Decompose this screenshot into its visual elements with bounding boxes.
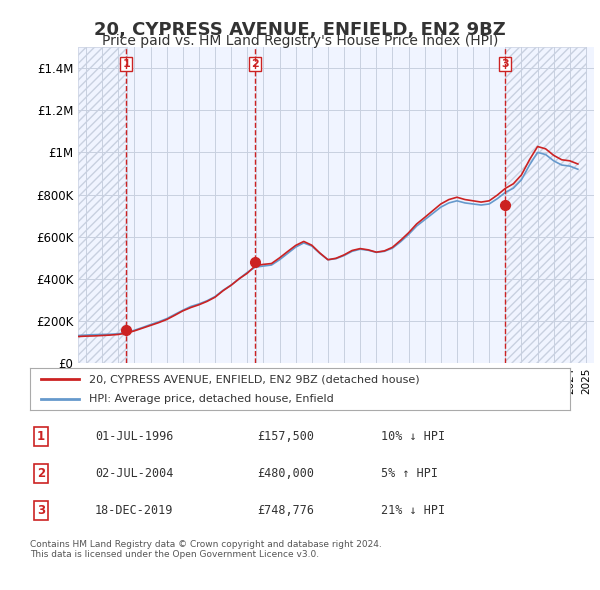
Text: Contains HM Land Registry data © Crown copyright and database right 2024.
This d: Contains HM Land Registry data © Crown c… <box>30 540 382 559</box>
Text: 02-JUL-2004: 02-JUL-2004 <box>95 467 173 480</box>
Text: £480,000: £480,000 <box>257 467 314 480</box>
Text: 20, CYPRESS AVENUE, ENFIELD, EN2 9BZ (detached house): 20, CYPRESS AVENUE, ENFIELD, EN2 9BZ (de… <box>89 375 420 385</box>
Text: Price paid vs. HM Land Registry's House Price Index (HPI): Price paid vs. HM Land Registry's House … <box>102 34 498 48</box>
Bar <box>78 47 127 363</box>
Text: 1: 1 <box>37 430 45 443</box>
Text: 2: 2 <box>37 467 45 480</box>
Text: 01-JUL-1996: 01-JUL-1996 <box>95 430 173 443</box>
Text: 18-DEC-2019: 18-DEC-2019 <box>95 504 173 517</box>
Text: 5% ↑ HPI: 5% ↑ HPI <box>381 467 438 480</box>
Text: 2: 2 <box>251 59 259 69</box>
Text: 10% ↓ HPI: 10% ↓ HPI <box>381 430 445 443</box>
Text: 20, CYPRESS AVENUE, ENFIELD, EN2 9BZ: 20, CYPRESS AVENUE, ENFIELD, EN2 9BZ <box>94 21 506 39</box>
Text: 3: 3 <box>501 59 508 69</box>
Text: 3: 3 <box>37 504 45 517</box>
Text: £157,500: £157,500 <box>257 430 314 443</box>
Text: HPI: Average price, detached house, Enfield: HPI: Average price, detached house, Enfi… <box>89 395 334 404</box>
Text: £748,776: £748,776 <box>257 504 314 517</box>
Text: 1: 1 <box>122 59 130 69</box>
Text: 21% ↓ HPI: 21% ↓ HPI <box>381 504 445 517</box>
